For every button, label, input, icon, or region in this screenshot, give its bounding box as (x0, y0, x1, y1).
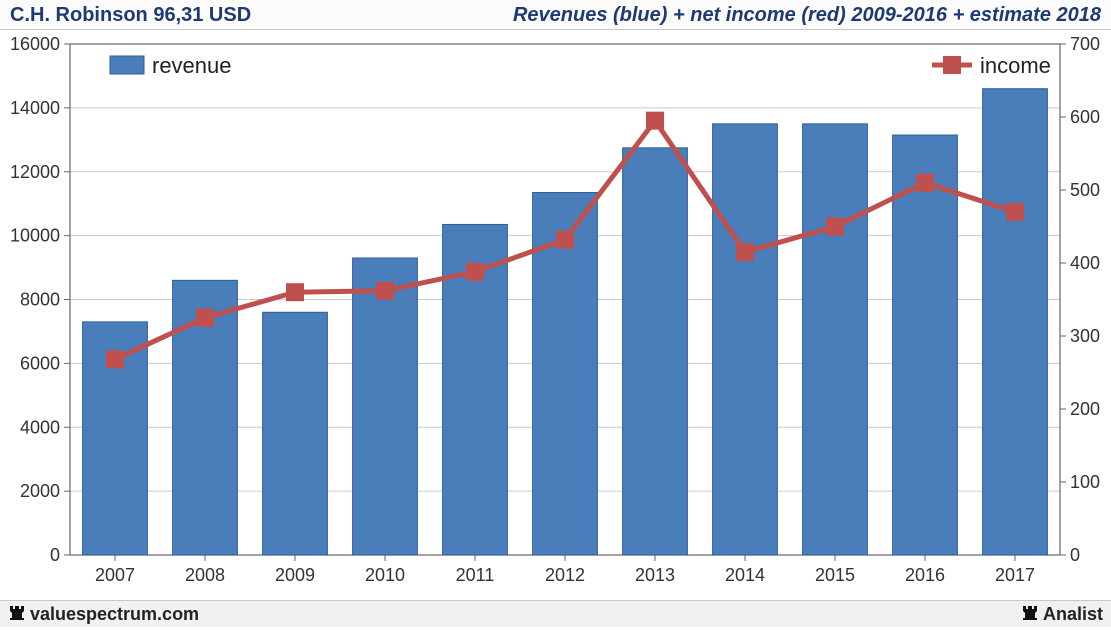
y-right-tick-label: 500 (1070, 180, 1100, 200)
y-left-tick-label: 16000 (10, 34, 60, 54)
y-left-tick-label: 8000 (20, 290, 60, 310)
y-left-tick-label: 6000 (20, 353, 60, 373)
revenue-bar (803, 124, 868, 555)
brand-label: Analist (1021, 601, 1103, 630)
revenue-bar (983, 89, 1048, 555)
y-right-tick-label: 300 (1070, 326, 1100, 346)
y-left-tick-label: 14000 (10, 98, 60, 118)
revenue-income-chart: 0 2000 4000 6000 8000 10000 12000 14000 16000 0 10… (0, 30, 1111, 600)
footer-bar: valuespectrum.com Analist (0, 600, 1111, 627)
y-left-tick-label: 2000 (20, 481, 60, 501)
title-left: C.H. Robinson 96,31 USD (10, 0, 251, 30)
header-bar: C.H. Robinson 96,31 USD Revenues (blue) … (0, 0, 1111, 30)
income-marker (647, 112, 664, 129)
revenue-bar (263, 312, 328, 555)
legend-income-label: income (980, 53, 1051, 78)
y-left-tick-label: 0 (50, 545, 60, 565)
x-tick-label: 2007 (95, 565, 135, 585)
x-tick-label: 2012 (545, 565, 585, 585)
income-marker (827, 218, 844, 235)
legend-revenue-swatch (110, 56, 144, 74)
rook-icon (1021, 603, 1039, 630)
revenue-bar (353, 258, 418, 555)
x-tick-label: 2014 (725, 565, 765, 585)
y-left-tick-label: 10000 (10, 226, 60, 246)
y-right-tick-label: 600 (1070, 107, 1100, 127)
x-tick-label: 2015 (815, 565, 855, 585)
x-tick-label: 2013 (635, 565, 675, 585)
revenue-bar (713, 124, 778, 555)
revenue-bar (623, 148, 688, 555)
y-right-tick-label: 200 (1070, 399, 1100, 419)
y-right-tick-label: 400 (1070, 253, 1100, 273)
income-marker (197, 309, 214, 326)
chart-svg: 0 2000 4000 6000 8000 10000 12000 14000 16000 0 10… (0, 30, 1111, 600)
income-marker (917, 174, 934, 191)
y-left-tick-label: 4000 (20, 417, 60, 437)
x-tick-label: 2017 (995, 565, 1035, 585)
chart-frame: C.H. Robinson 96,31 USD Revenues (blue) … (0, 0, 1111, 627)
x-tick-label: 2009 (275, 565, 315, 585)
x-tick-label: 2010 (365, 565, 405, 585)
y-right-tick-label: 700 (1070, 34, 1100, 54)
y-right-tick-label: 100 (1070, 472, 1100, 492)
y-right-tick-label: 0 (1070, 545, 1080, 565)
source-label: valuespectrum.com (8, 601, 199, 630)
x-tick-label: 2016 (905, 565, 945, 585)
rook-icon (8, 603, 26, 630)
income-marker (467, 263, 484, 280)
y-left-tick-label: 12000 (10, 162, 60, 182)
legend-income-marker (943, 56, 961, 74)
income-marker (1007, 203, 1024, 220)
income-marker (107, 351, 124, 368)
income-marker (737, 244, 754, 261)
legend-revenue-label: revenue (152, 53, 232, 78)
revenue-bar (893, 135, 958, 555)
x-tick-label: 2008 (185, 565, 225, 585)
x-tick-label: 2011 (456, 565, 495, 585)
income-marker (377, 282, 394, 299)
title-right: Revenues (blue) + net income (red) 2009-… (513, 0, 1101, 30)
income-marker (287, 284, 304, 301)
income-marker (557, 231, 574, 248)
